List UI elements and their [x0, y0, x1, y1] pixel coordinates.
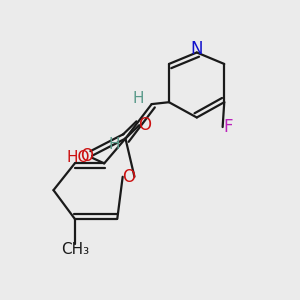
Text: F: F [224, 118, 233, 136]
Text: O: O [139, 116, 152, 134]
Text: H: H [108, 137, 120, 152]
Text: O: O [122, 168, 135, 186]
Text: CH₃: CH₃ [61, 242, 89, 257]
Text: HO: HO [66, 150, 90, 165]
Text: N: N [190, 40, 203, 58]
Text: H: H [133, 91, 144, 106]
Text: O: O [80, 147, 93, 165]
